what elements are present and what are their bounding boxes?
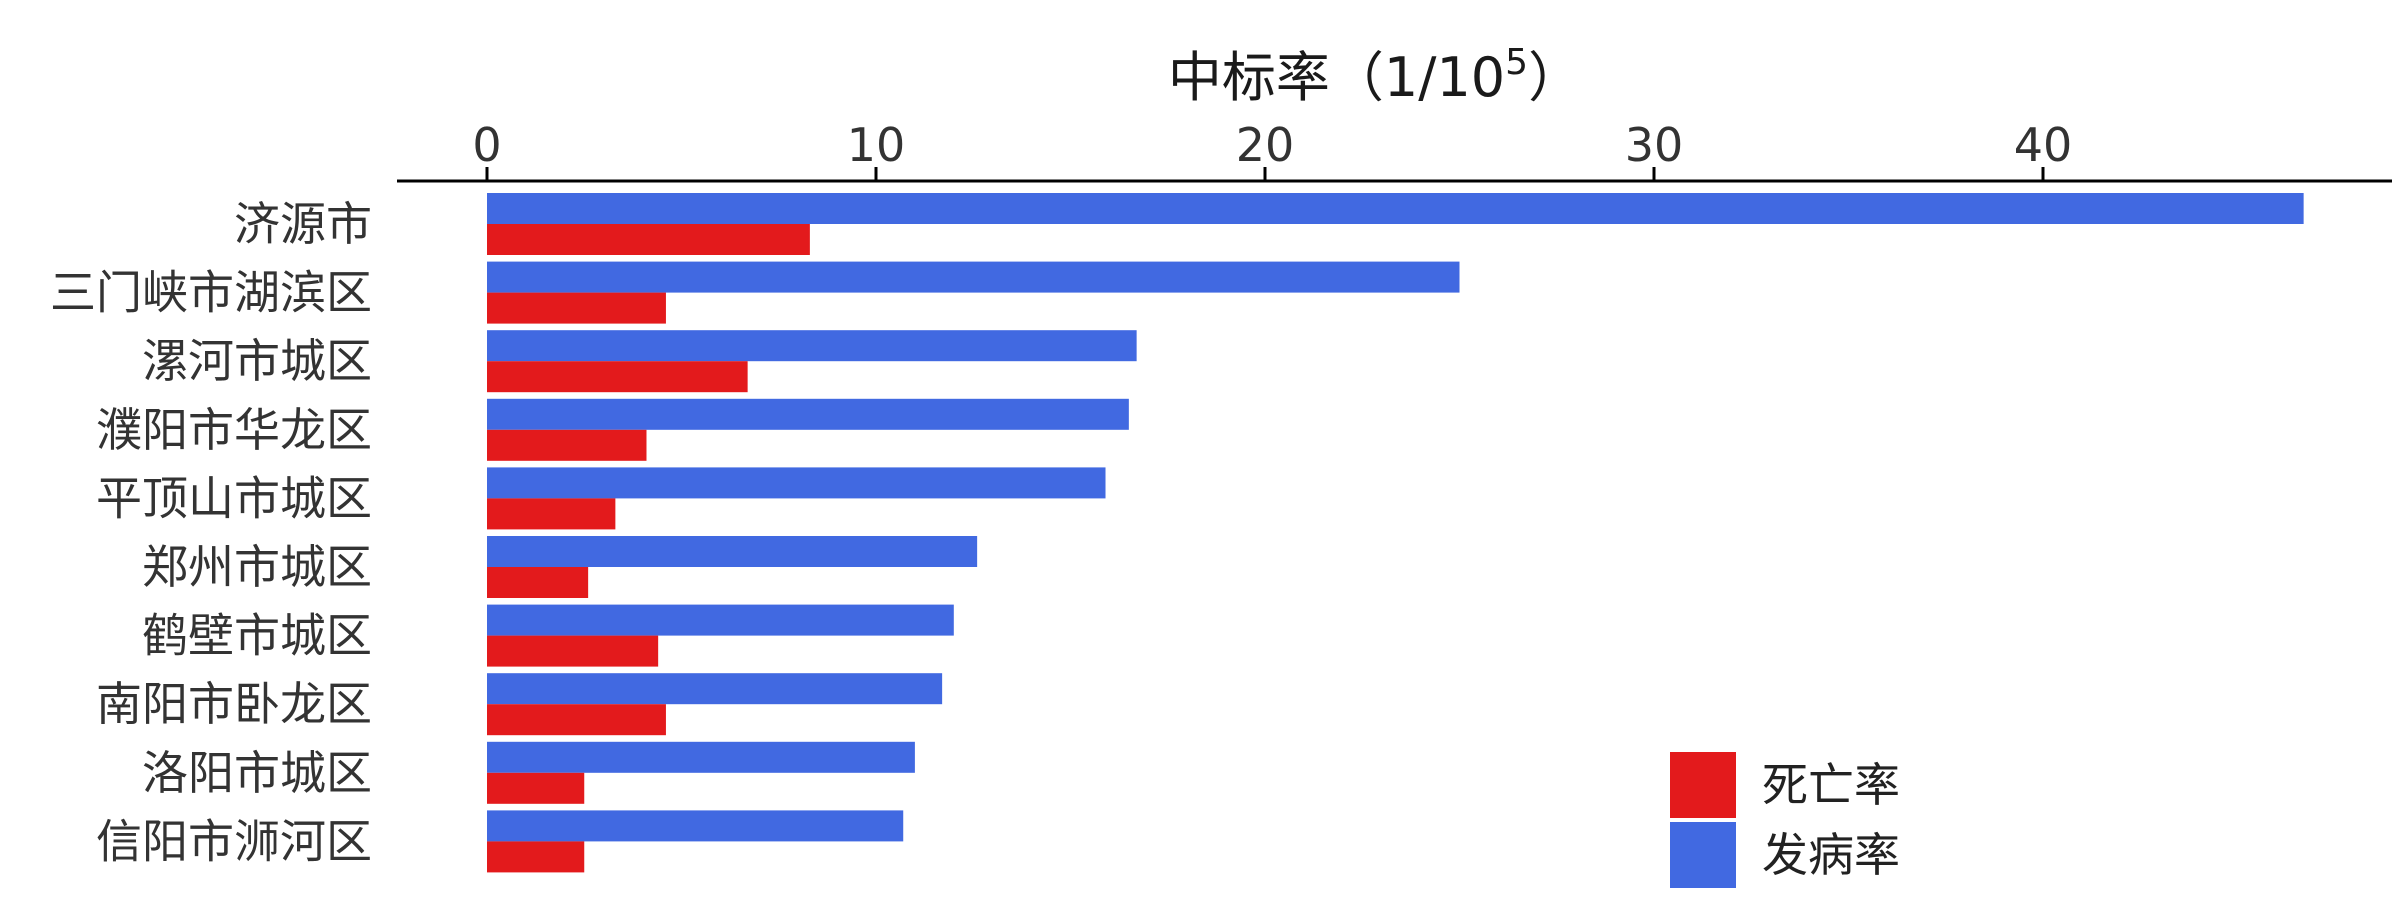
category-label: 濮阳市华龙区 <box>96 403 372 457</box>
bar-incidence <box>487 536 978 567</box>
x-tick-label: 30 <box>1625 118 1684 172</box>
category-label: 漯河市城区 <box>142 334 372 388</box>
bar-mortality <box>487 772 585 804</box>
bar-incidence <box>487 741 915 773</box>
category-label: 济源市 <box>234 197 372 251</box>
bar-mortality <box>487 429 647 461</box>
category-label: 鹤壁市城区 <box>142 609 372 663</box>
bar-mortality <box>487 841 585 873</box>
x-axis-title-main: 中标率（1/10 <box>1168 46 1505 109</box>
category-label: 三门峡市湖滨区 <box>50 266 372 320</box>
x-tick-label: 0 <box>472 118 501 172</box>
category-label: 洛阳市城区 <box>142 746 372 800</box>
x-tick-label: 40 <box>2014 118 2073 172</box>
bar-mortality <box>487 498 616 530</box>
category-label: 郑州市城区 <box>142 540 372 594</box>
legend-swatch <box>1670 752 1736 818</box>
x-axis-title-superscript: 5 <box>1505 42 1528 83</box>
bar-mortality <box>487 224 810 255</box>
bar-mortality <box>487 704 666 736</box>
bar-incidence <box>487 193 2304 224</box>
bar-mortality <box>487 292 666 324</box>
bar-mortality <box>487 361 748 393</box>
bar-mortality <box>487 567 589 598</box>
category-label: 信阳市浉河区 <box>96 814 372 868</box>
bar-incidence <box>487 810 904 842</box>
bar-incidence <box>487 604 954 636</box>
legend-label: 发病率 <box>1762 828 1900 882</box>
x-tick-label: 20 <box>1236 118 1295 172</box>
x-axis-title-suffix: ） <box>1528 46 1582 109</box>
x-axis-ticks: 0 10 20 30 40 <box>472 118 2072 181</box>
bar-incidence <box>487 261 1460 293</box>
bar-incidence <box>487 467 1106 499</box>
x-axis-title: 中标率（1/105） <box>1168 42 1582 109</box>
bars-group <box>487 193 2304 873</box>
bar-incidence <box>487 330 1137 362</box>
bar-incidence <box>487 673 943 705</box>
category-label: 南阳市卧龙区 <box>96 677 372 731</box>
bar-mortality <box>487 635 659 667</box>
category-labels: 济源市三门峡市湖滨区漯河市城区濮阳市华龙区平顶山市城区郑州市城区鹤壁市城区南阳市… <box>50 197 372 868</box>
bar-incidence <box>487 398 1129 430</box>
legend-label: 死亡率 <box>1762 758 1900 812</box>
legend-swatch <box>1670 822 1736 888</box>
category-label: 平顶山市城区 <box>96 471 372 525</box>
x-tick-label: 10 <box>847 118 906 172</box>
